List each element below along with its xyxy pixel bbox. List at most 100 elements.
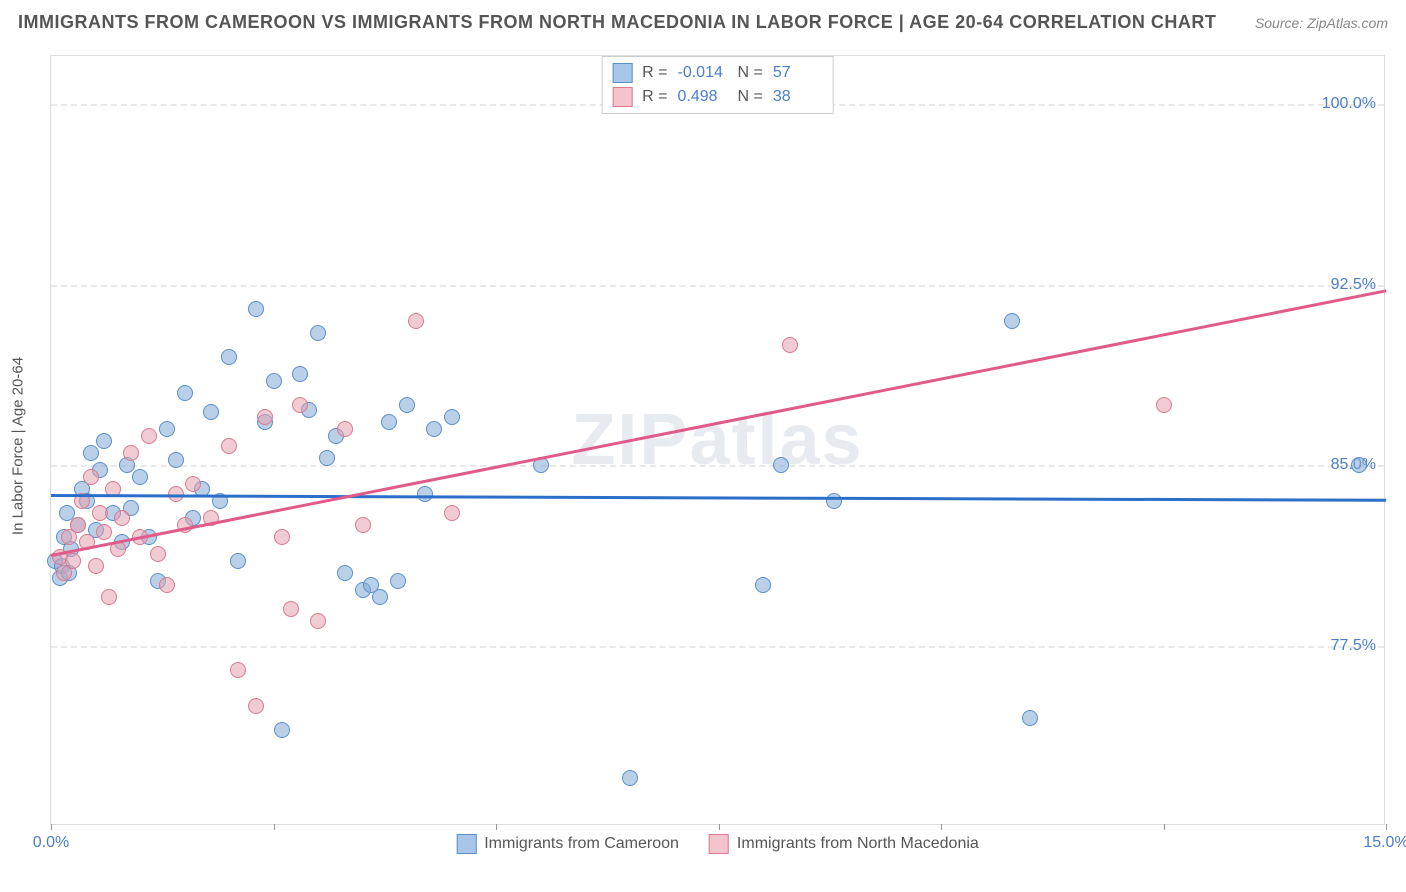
data-point-cameroon [417,486,433,502]
data-point-north-macedonia [65,553,81,569]
data-point-cameroon [372,589,388,605]
data-point-cameroon [203,404,219,420]
plot-area: ZIPatlas R = -0.014 N = 57R = 0.498 N = … [50,55,1385,825]
data-point-north-macedonia [444,505,460,521]
trend-line-cameroon [51,494,1386,502]
x-tick-mark [274,824,275,830]
data-point-north-macedonia [230,662,246,678]
x-tick-mark [941,824,942,830]
r-value: -0.014 [678,64,728,82]
legend-swatch [612,63,632,83]
data-point-cameroon [337,565,353,581]
data-point-cameroon [1022,710,1038,726]
data-point-north-macedonia [83,469,99,485]
data-point-cameroon [310,325,326,341]
data-point-cameroon [1351,457,1367,473]
data-point-north-macedonia [1156,397,1172,413]
data-point-north-macedonia [221,438,237,454]
correlation-legend: R = -0.014 N = 57R = 0.498 N = 38 [601,56,834,114]
data-point-cameroon [168,452,184,468]
data-point-north-macedonia [185,476,201,492]
data-point-north-macedonia [274,529,290,545]
x-tick-mark [1164,824,1165,830]
data-point-north-macedonia [257,409,273,425]
data-point-cameroon [132,469,148,485]
data-point-cameroon [83,445,99,461]
legend-swatch [709,834,729,854]
data-point-north-macedonia [101,589,117,605]
data-point-cameroon [248,301,264,317]
data-point-north-macedonia [337,421,353,437]
data-point-north-macedonia [96,524,112,540]
x-tick-mark [51,824,52,830]
data-point-north-macedonia [123,445,139,461]
x-tick-mark [719,824,720,830]
r-label: R = [642,64,667,82]
chart-title: IMMIGRANTS FROM CAMEROON VS IMMIGRANTS F… [18,12,1216,33]
x-tick-mark [496,824,497,830]
data-point-north-macedonia [114,510,130,526]
data-point-cameroon [399,397,415,413]
series-legend: Immigrants from Cameroon Immigrants from … [456,834,979,854]
legend-swatch [456,834,476,854]
data-point-cameroon [426,421,442,437]
data-point-cameroon [773,457,789,473]
data-point-cameroon [230,553,246,569]
watermark: ZIPatlas [571,399,863,481]
x-tick-mark [1386,824,1387,830]
chart-container: IMMIGRANTS FROM CAMEROON VS IMMIGRANTS F… [0,0,1406,892]
data-point-north-macedonia [782,337,798,353]
data-point-north-macedonia [92,505,108,521]
data-point-north-macedonia [88,558,104,574]
data-point-cameroon [266,373,282,389]
gridline [51,465,1384,467]
gridline [51,285,1384,287]
correlation-legend-row: R = 0.498 N = 38 [612,85,823,109]
trend-line-north-macedonia [51,289,1386,556]
title-bar: IMMIGRANTS FROM CAMEROON VS IMMIGRANTS F… [18,12,1388,33]
data-point-north-macedonia [159,577,175,593]
data-point-north-macedonia [248,698,264,714]
n-label: N = [738,64,763,82]
data-point-cameroon [444,409,460,425]
x-tick-label: 0.0% [33,834,69,852]
data-point-cameroon [292,366,308,382]
legend-label: Immigrants from Cameroon [484,835,679,853]
series-legend-item: Immigrants from North Macedonia [709,834,979,854]
data-point-cameroon [221,349,237,365]
y-axis-label: In Labor Force | Age 20-64 [10,357,27,535]
n-value: 38 [773,88,823,106]
data-point-cameroon [1004,313,1020,329]
data-point-north-macedonia [141,428,157,444]
data-point-north-macedonia [408,313,424,329]
data-point-cameroon [826,493,842,509]
series-legend-item: Immigrants from Cameroon [456,834,679,854]
data-point-north-macedonia [150,546,166,562]
data-point-north-macedonia [310,613,326,629]
legend-label: Immigrants from North Macedonia [737,835,979,853]
data-point-cameroon [177,385,193,401]
data-point-north-macedonia [292,397,308,413]
x-tick-label: 15.0% [1363,834,1406,852]
r-label: R = [642,88,667,106]
correlation-legend-row: R = -0.014 N = 57 [612,61,823,85]
y-tick-label: 100.0% [1322,95,1376,113]
gridline [51,646,1384,648]
source-attribution: Source: ZipAtlas.com [1255,15,1388,31]
data-point-north-macedonia [70,517,86,533]
legend-swatch [612,87,632,107]
data-point-cameroon [622,770,638,786]
data-point-cameroon [274,722,290,738]
data-point-cameroon [319,450,335,466]
data-point-cameroon [390,573,406,589]
n-value: 57 [773,64,823,82]
r-value: 0.498 [678,88,728,106]
data-point-cameroon [755,577,771,593]
data-point-north-macedonia [355,517,371,533]
data-point-cameroon [381,414,397,430]
n-label: N = [738,88,763,106]
data-point-north-macedonia [283,601,299,617]
data-point-cameroon [159,421,175,437]
y-tick-label: 77.5% [1331,637,1376,655]
data-point-cameroon [96,433,112,449]
